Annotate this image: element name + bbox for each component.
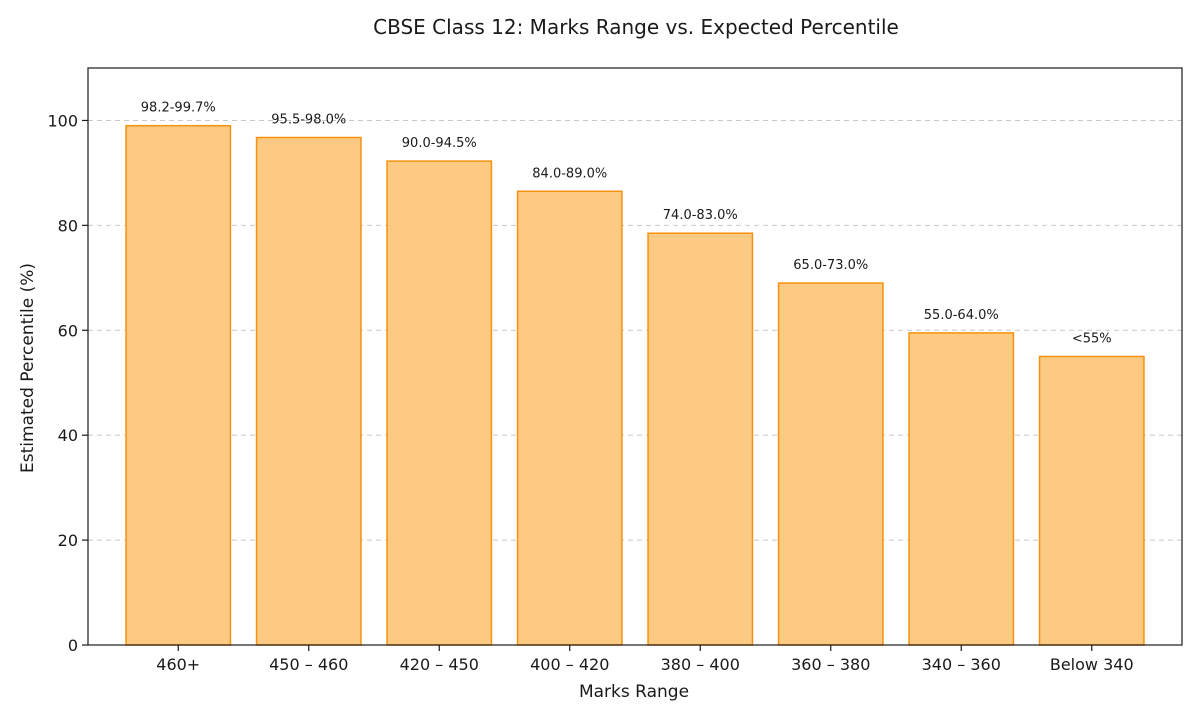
data-label-6: 55.0-64.0%: [924, 308, 999, 323]
y-axis-ticks: 0 20 40 60 80 100: [47, 111, 88, 655]
plot-area-frame: [87, 67, 1183, 646]
chart-title: CBSE Class 12: Marks Range vs. Expected …: [373, 15, 899, 39]
y-tick-label-40: 40: [58, 426, 78, 445]
data-label-4: 74.0-83.0%: [663, 208, 738, 223]
x-tick-label-6: 340 – 360: [922, 655, 1001, 674]
x-tick-label-2: 420 – 450: [400, 655, 479, 674]
x-tick-label-7: Below 340: [1050, 655, 1134, 674]
y-tick-label-80: 80: [58, 216, 78, 235]
bar-2: [386, 160, 493, 646]
bar-3: [516, 190, 623, 646]
bar-1: [255, 136, 362, 646]
data-label-0: 98.2-99.7%: [141, 101, 216, 116]
y-tick-label-20: 20: [58, 531, 78, 550]
bar-7: [1038, 355, 1145, 646]
y-tick-label-60: 60: [58, 321, 78, 340]
data-label-2: 90.0-94.5%: [402, 136, 477, 151]
x-tick-label-0: 460+: [156, 655, 200, 674]
y-tick-label-0: 0: [68, 636, 78, 655]
data-label-5: 65.0-73.0%: [793, 258, 868, 273]
x-tick-label-5: 360 – 380: [791, 655, 870, 674]
data-labels-layer: 98.2-99.7% 95.5-98.0% 90.0-94.5% 84.0-89.0%…: [141, 101, 1112, 347]
data-label-1: 95.5-98.0%: [271, 113, 346, 128]
bar-0: [125, 124, 232, 646]
bar-6: [908, 332, 1015, 646]
y-axis-label: Estimated Percentile (%): [18, 263, 38, 473]
bars-layer: [125, 124, 1145, 646]
bar-5: [777, 282, 884, 646]
x-axis-label: Marks Range: [579, 682, 689, 702]
x-tick-label-4: 380 – 400: [661, 655, 740, 674]
x-tick-label-1: 450 – 460: [269, 655, 348, 674]
y-tick-label-100: 100: [47, 111, 78, 130]
data-label-3: 84.0-89.0%: [532, 166, 607, 181]
x-tick-label-3: 400 – 420: [530, 655, 609, 674]
x-axis-ticks: 460+ 450 – 460 420 – 450 400 – 420 380 – 400…: [156, 645, 1134, 674]
grid-layer: [88, 119, 1182, 541]
bar-4: [647, 232, 754, 646]
data-label-7: <55%: [1072, 332, 1112, 347]
